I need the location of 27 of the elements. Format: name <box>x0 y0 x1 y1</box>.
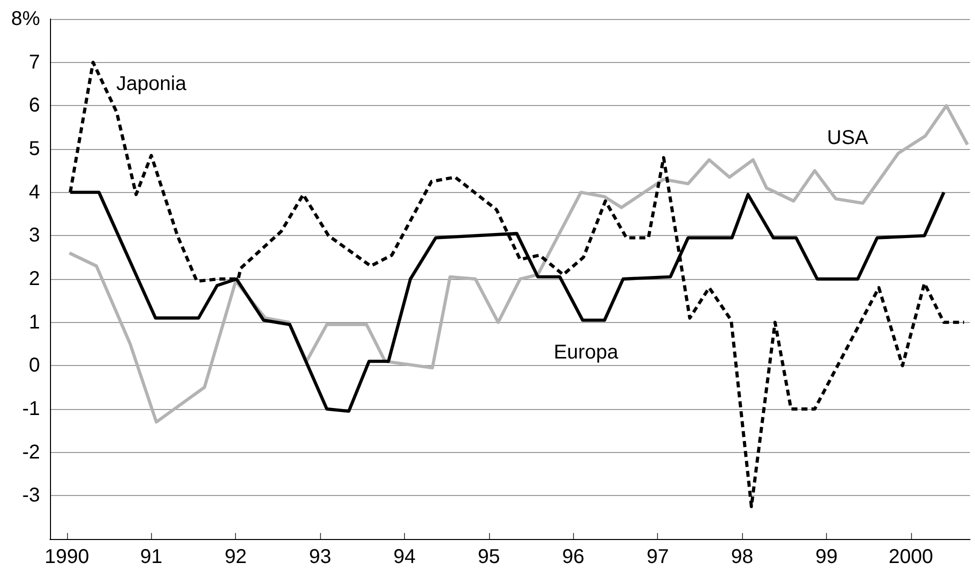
y-tick-label: -2 <box>22 441 40 464</box>
series-label: Japonia <box>116 73 188 95</box>
x-tick-label: 96 <box>562 546 584 568</box>
x-tick-label: 98 <box>730 546 754 568</box>
series-label: USA <box>827 127 869 150</box>
y-tick-label: -1 <box>22 398 40 420</box>
y-tick-label: 0 <box>28 354 40 377</box>
x-tick-label: 91 <box>140 546 162 568</box>
y-tick-label: 4 <box>28 181 40 204</box>
y-tick-label: 3 <box>28 224 40 247</box>
y-tick-label: 6 <box>28 94 40 117</box>
series-label: Europa <box>554 342 620 364</box>
x-tick-label: 99 <box>815 546 838 568</box>
y-tick-label: -3 <box>22 484 40 507</box>
y-tick-label: 5 <box>28 138 40 160</box>
y-tick-label: 2 <box>28 268 40 290</box>
x-tick-label: 93 <box>308 546 332 568</box>
y-tick-label: 8% <box>11 8 40 30</box>
x-tick-label: 97 <box>646 546 669 568</box>
x-tick-label: 2000 <box>888 546 934 568</box>
y-tick-label: 1 <box>28 311 40 334</box>
y-tick-label: 7 <box>28 51 40 74</box>
x-tick-label: 94 <box>393 546 416 568</box>
line-series <box>68 104 970 424</box>
x-tick-label: 92 <box>224 546 247 568</box>
x-tick-label: 1990 <box>44 546 90 568</box>
x-tick-label: 95 <box>478 546 500 568</box>
